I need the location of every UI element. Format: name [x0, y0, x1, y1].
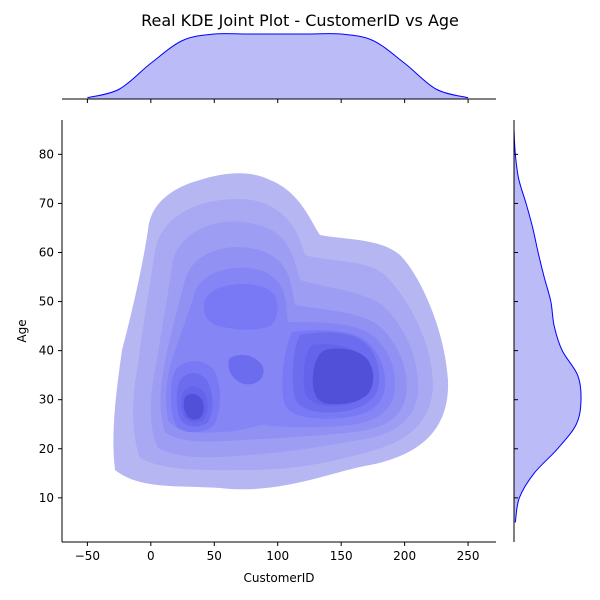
x-tick-label: 200 [393, 549, 416, 563]
y-axis-label: Age [15, 319, 29, 342]
y-marginal-ticks [514, 153, 518, 499]
y-tick-label: 10 [39, 491, 54, 505]
x-tick-label: 0 [147, 549, 155, 563]
x-tick-label: 150 [330, 549, 353, 563]
y-tick-label: 20 [39, 442, 54, 456]
y-tick-label: 80 [39, 147, 54, 161]
y-tick-label: 40 [39, 344, 54, 358]
chart-title: Real KDE Joint Plot - CustomerID vs Age [141, 11, 459, 30]
y-marginal-density-line [513, 129, 582, 523]
y-marginal-density-fill [514, 129, 582, 523]
kde-contour-level-9 [183, 348, 374, 420]
y-tick-label: 70 [39, 196, 54, 210]
x-marginal-density-line [87, 33, 469, 99]
kde-contours [113, 173, 449, 490]
y-axis-ticks: 10 20 30 40 50 60 70 80 [39, 147, 62, 505]
x-tick-label: −50 [75, 549, 100, 563]
y-tick-label: 60 [39, 245, 54, 259]
x-tick-label: 50 [207, 549, 222, 563]
x-marginal-density-fill [87, 33, 469, 99]
x-tick-label: 250 [457, 549, 480, 563]
x-marginal-plot [62, 33, 496, 103]
y-tick-label: 30 [39, 393, 54, 407]
joint-plot: −50 0 50 100 150 200 250 10 20 30 40 50 60 70 80 Cust… [15, 120, 496, 585]
y-marginal-plot [513, 120, 582, 542]
x-marginal-ticks [86, 99, 469, 103]
x-tick-label: 100 [266, 549, 289, 563]
y-tick-label: 50 [39, 295, 54, 309]
x-axis-ticks: −50 0 50 100 150 200 250 [75, 542, 480, 563]
x-axis-label: CustomerID [243, 571, 314, 585]
